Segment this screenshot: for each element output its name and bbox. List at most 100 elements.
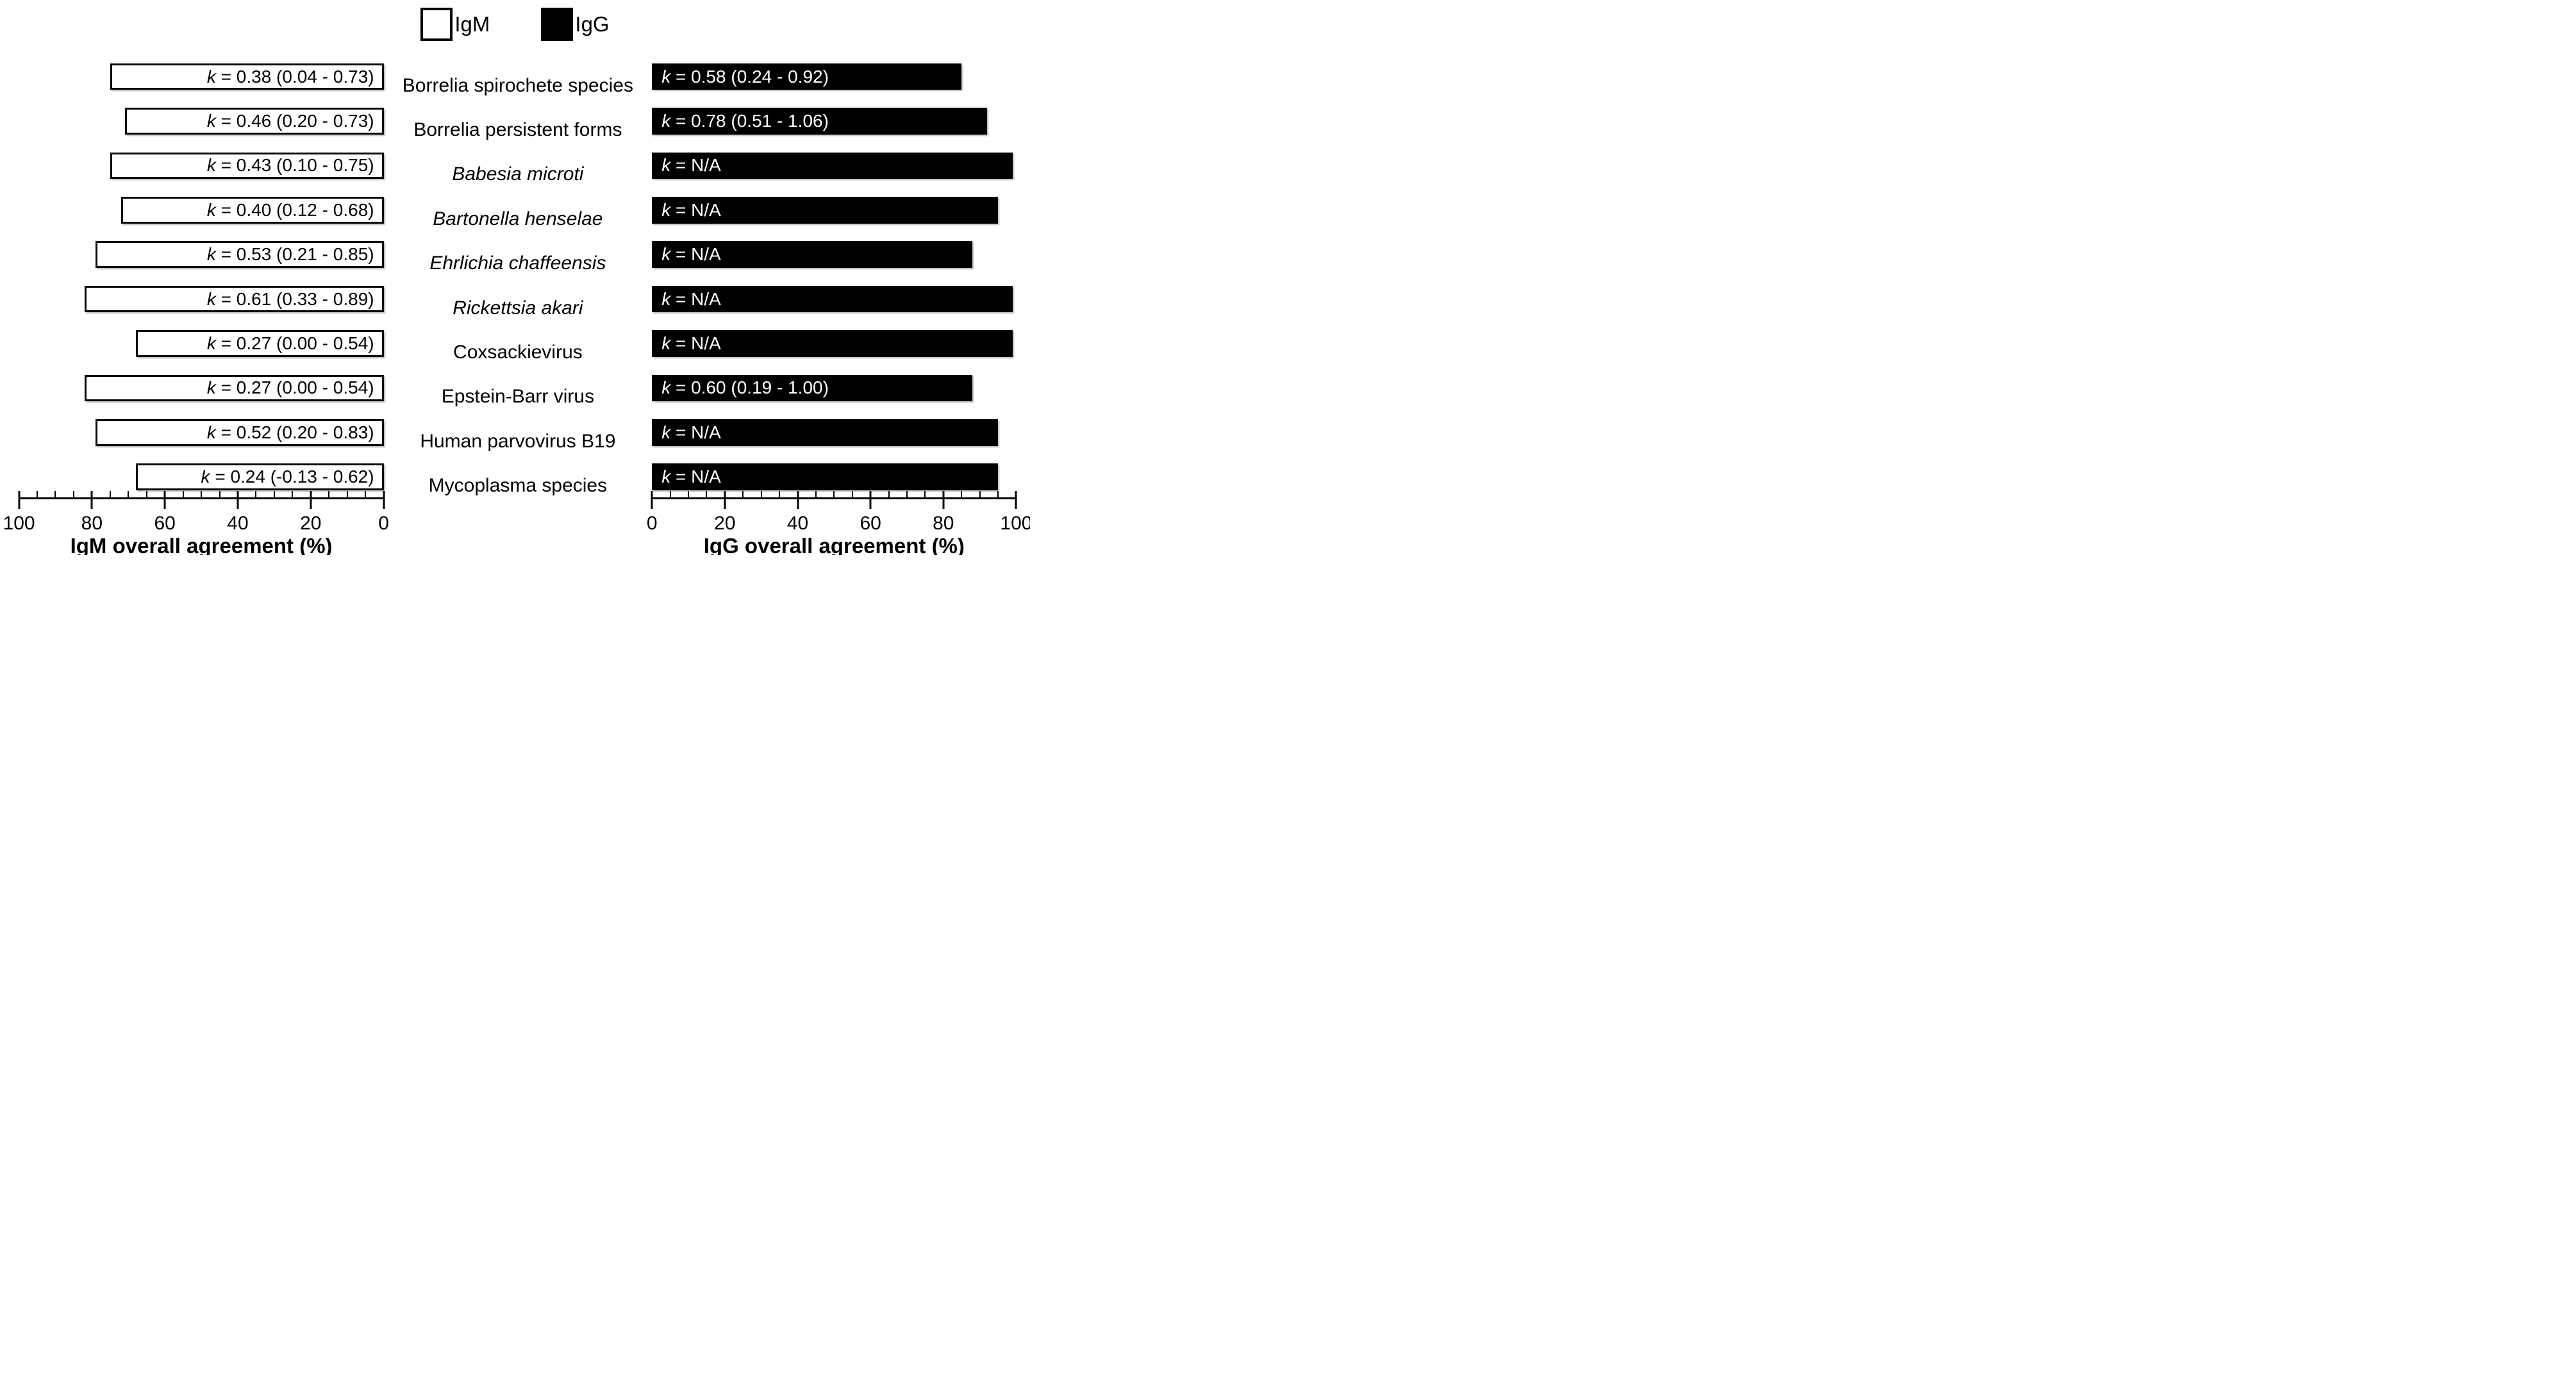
- category-labels: Borrelia spirochete species Borrelia pers…: [384, 63, 652, 508]
- category-row: Coxsackievirus: [384, 330, 652, 374]
- category-row: Borrelia spirochete species: [384, 63, 652, 108]
- kappa-agreement-chart: IgM IgG k = 0.38 (0.04 - 0.73) k = 0.46 (…: [0, 0, 1030, 555]
- igm-bar-row: k = 0.24 (-0.13 - 0.62): [19, 463, 384, 508]
- igg-bar: k = N/A: [652, 330, 1013, 357]
- category-row: Ehrlichia chaffeensis: [384, 241, 652, 285]
- axis-tick-label: 80: [933, 512, 954, 534]
- igm-bar-row: k = 0.53 (0.21 - 0.85): [19, 241, 384, 285]
- igg-bar: k = N/A: [652, 463, 999, 491]
- legend: IgM IgG: [0, 8, 1030, 42]
- igm-bar: k = 0.38 (0.04 - 0.73): [110, 63, 384, 90]
- axis-tick: [328, 490, 330, 497]
- axis-tick-label: 20: [714, 512, 736, 534]
- axis-tick: [237, 490, 239, 509]
- category-label: Epstein-Barr virus: [441, 386, 595, 408]
- igg-axis-line: [652, 497, 1017, 499]
- category-label: Human parvovirus B19: [420, 430, 616, 452]
- igm-bar-label: k = 0.24 (-0.13 - 0.62): [201, 467, 374, 487]
- axis-tick: [90, 490, 93, 509]
- igg-bar: k = N/A: [652, 419, 999, 446]
- category-label: Bartonella henselae: [433, 208, 603, 229]
- igm-bar-label: k = 0.61 (0.33 - 0.89): [206, 288, 374, 309]
- igm-bar-row: k = 0.27 (0.00 - 0.54): [19, 374, 384, 419]
- igg-bar-row: k = N/A: [652, 330, 1016, 374]
- igg-bar-label: k = 0.60 (0.19 - 1.00): [661, 378, 829, 398]
- igg-bar-row: k = N/A: [652, 152, 1016, 197]
- axis-tick: [128, 490, 129, 497]
- axis-tick: [869, 490, 872, 509]
- axis-tick: [1015, 490, 1017, 509]
- igm-bar-label: k = 0.43 (0.10 - 0.75): [206, 155, 374, 176]
- legend-item-igm: IgM: [420, 8, 490, 42]
- axis-tick-label: 80: [81, 512, 103, 534]
- igg-bar-label: k = N/A: [661, 155, 721, 176]
- category-label: Ehrlichia chaffeensis: [429, 253, 606, 274]
- category-label: Coxsackievirus: [453, 341, 583, 363]
- axis-tick-label: 100: [1000, 512, 1030, 534]
- igm-axis-line: [19, 497, 384, 499]
- category-row: Bartonella henselae: [384, 197, 652, 241]
- category-row: Epstein-Barr virus: [384, 375, 652, 419]
- axis-tick: [54, 490, 56, 497]
- igm-bar: k = 0.40 (0.12 - 0.68): [120, 197, 384, 224]
- igm-bar: k = 0.43 (0.10 - 0.75): [110, 152, 384, 179]
- igg-bar-label: k = N/A: [661, 467, 721, 487]
- category-label: Rickettsia akari: [453, 297, 583, 319]
- axis-tick: [383, 490, 385, 509]
- category-label: Borrelia spirochete species: [402, 74, 633, 96]
- axis-tick: [979, 490, 981, 497]
- igg-bar-row: k = N/A: [652, 241, 1016, 285]
- axis-tick-label: 60: [860, 512, 881, 534]
- category-label: Borrelia persistent forms: [413, 119, 622, 140]
- igg-bar-label: k = N/A: [661, 199, 721, 220]
- igg-bar: k = 0.58 (0.24 - 0.92): [652, 63, 962, 90]
- axis-tick: [706, 490, 708, 497]
- igm-bar-row: k = 0.46 (0.20 - 0.73): [19, 108, 384, 152]
- axis-tick: [255, 490, 257, 497]
- igm-bar: k = 0.52 (0.20 - 0.83): [96, 419, 384, 446]
- category-label: Babesia microti: [452, 163, 584, 185]
- axis-tick: [651, 490, 653, 509]
- axis-tick: [797, 490, 799, 509]
- category-label: Mycoplasma species: [428, 475, 608, 497]
- axis-tick: [906, 490, 908, 497]
- igm-bar-row: k = 0.52 (0.20 - 0.83): [19, 419, 384, 463]
- igg-bar: k = N/A: [652, 285, 1013, 313]
- axis-tick: [145, 490, 147, 497]
- category-row: Human parvovirus B19: [384, 419, 652, 463]
- axis-tick: [273, 490, 275, 497]
- igg-bar-row: k = N/A: [652, 285, 1016, 330]
- igm-bar-label: k = 0.52 (0.20 - 0.83): [206, 422, 374, 442]
- axis-tick: [942, 490, 945, 509]
- igm-bar: k = 0.46 (0.20 - 0.73): [124, 108, 384, 135]
- category-row: Borrelia persistent forms: [384, 108, 652, 152]
- igg-bar-row: k = N/A: [652, 197, 1016, 241]
- igm-bars: k = 0.38 (0.04 - 0.73) k = 0.46 (0.20 - 0…: [19, 63, 384, 508]
- axis-tick: [851, 490, 853, 497]
- axis-tick: [961, 490, 963, 497]
- igm-bar-row: k = 0.27 (0.00 - 0.54): [19, 330, 384, 374]
- igm-bar-label: k = 0.27 (0.00 - 0.54): [206, 378, 374, 398]
- igg-bar: k = 0.78 (0.51 - 1.06): [652, 108, 987, 135]
- igm-axis-title: IgM overall agreement (%): [70, 533, 333, 556]
- axis-tick-label: 0: [646, 512, 658, 534]
- category-row: Mycoplasma species: [384, 463, 652, 508]
- axis-tick: [997, 490, 999, 497]
- igm-bar-label: k = 0.53 (0.21 - 0.85): [206, 244, 374, 265]
- igg-bar-label: k = N/A: [661, 244, 721, 265]
- category-row: Rickettsia akari: [384, 286, 652, 330]
- axis-tick: [669, 490, 671, 497]
- category-row: Babesia microti: [384, 153, 652, 197]
- axis-tick: [924, 490, 926, 497]
- axis-tick: [310, 490, 312, 509]
- axis-tick: [760, 490, 762, 497]
- igg-bar-label: k = 0.58 (0.24 - 0.92): [661, 66, 829, 87]
- igg-bar-label: k = 0.78 (0.51 - 1.06): [661, 111, 829, 131]
- igg-bar: k = N/A: [652, 197, 999, 224]
- axis-tick: [163, 490, 166, 509]
- axis-tick-label: 0: [378, 512, 389, 534]
- axis-tick: [742, 490, 744, 497]
- igg-bars: k = 0.58 (0.24 - 0.92) k = 0.78 (0.51 - 1…: [652, 63, 1016, 508]
- axis-tick: [72, 490, 74, 497]
- igg-bar-row: k = N/A: [652, 419, 1016, 463]
